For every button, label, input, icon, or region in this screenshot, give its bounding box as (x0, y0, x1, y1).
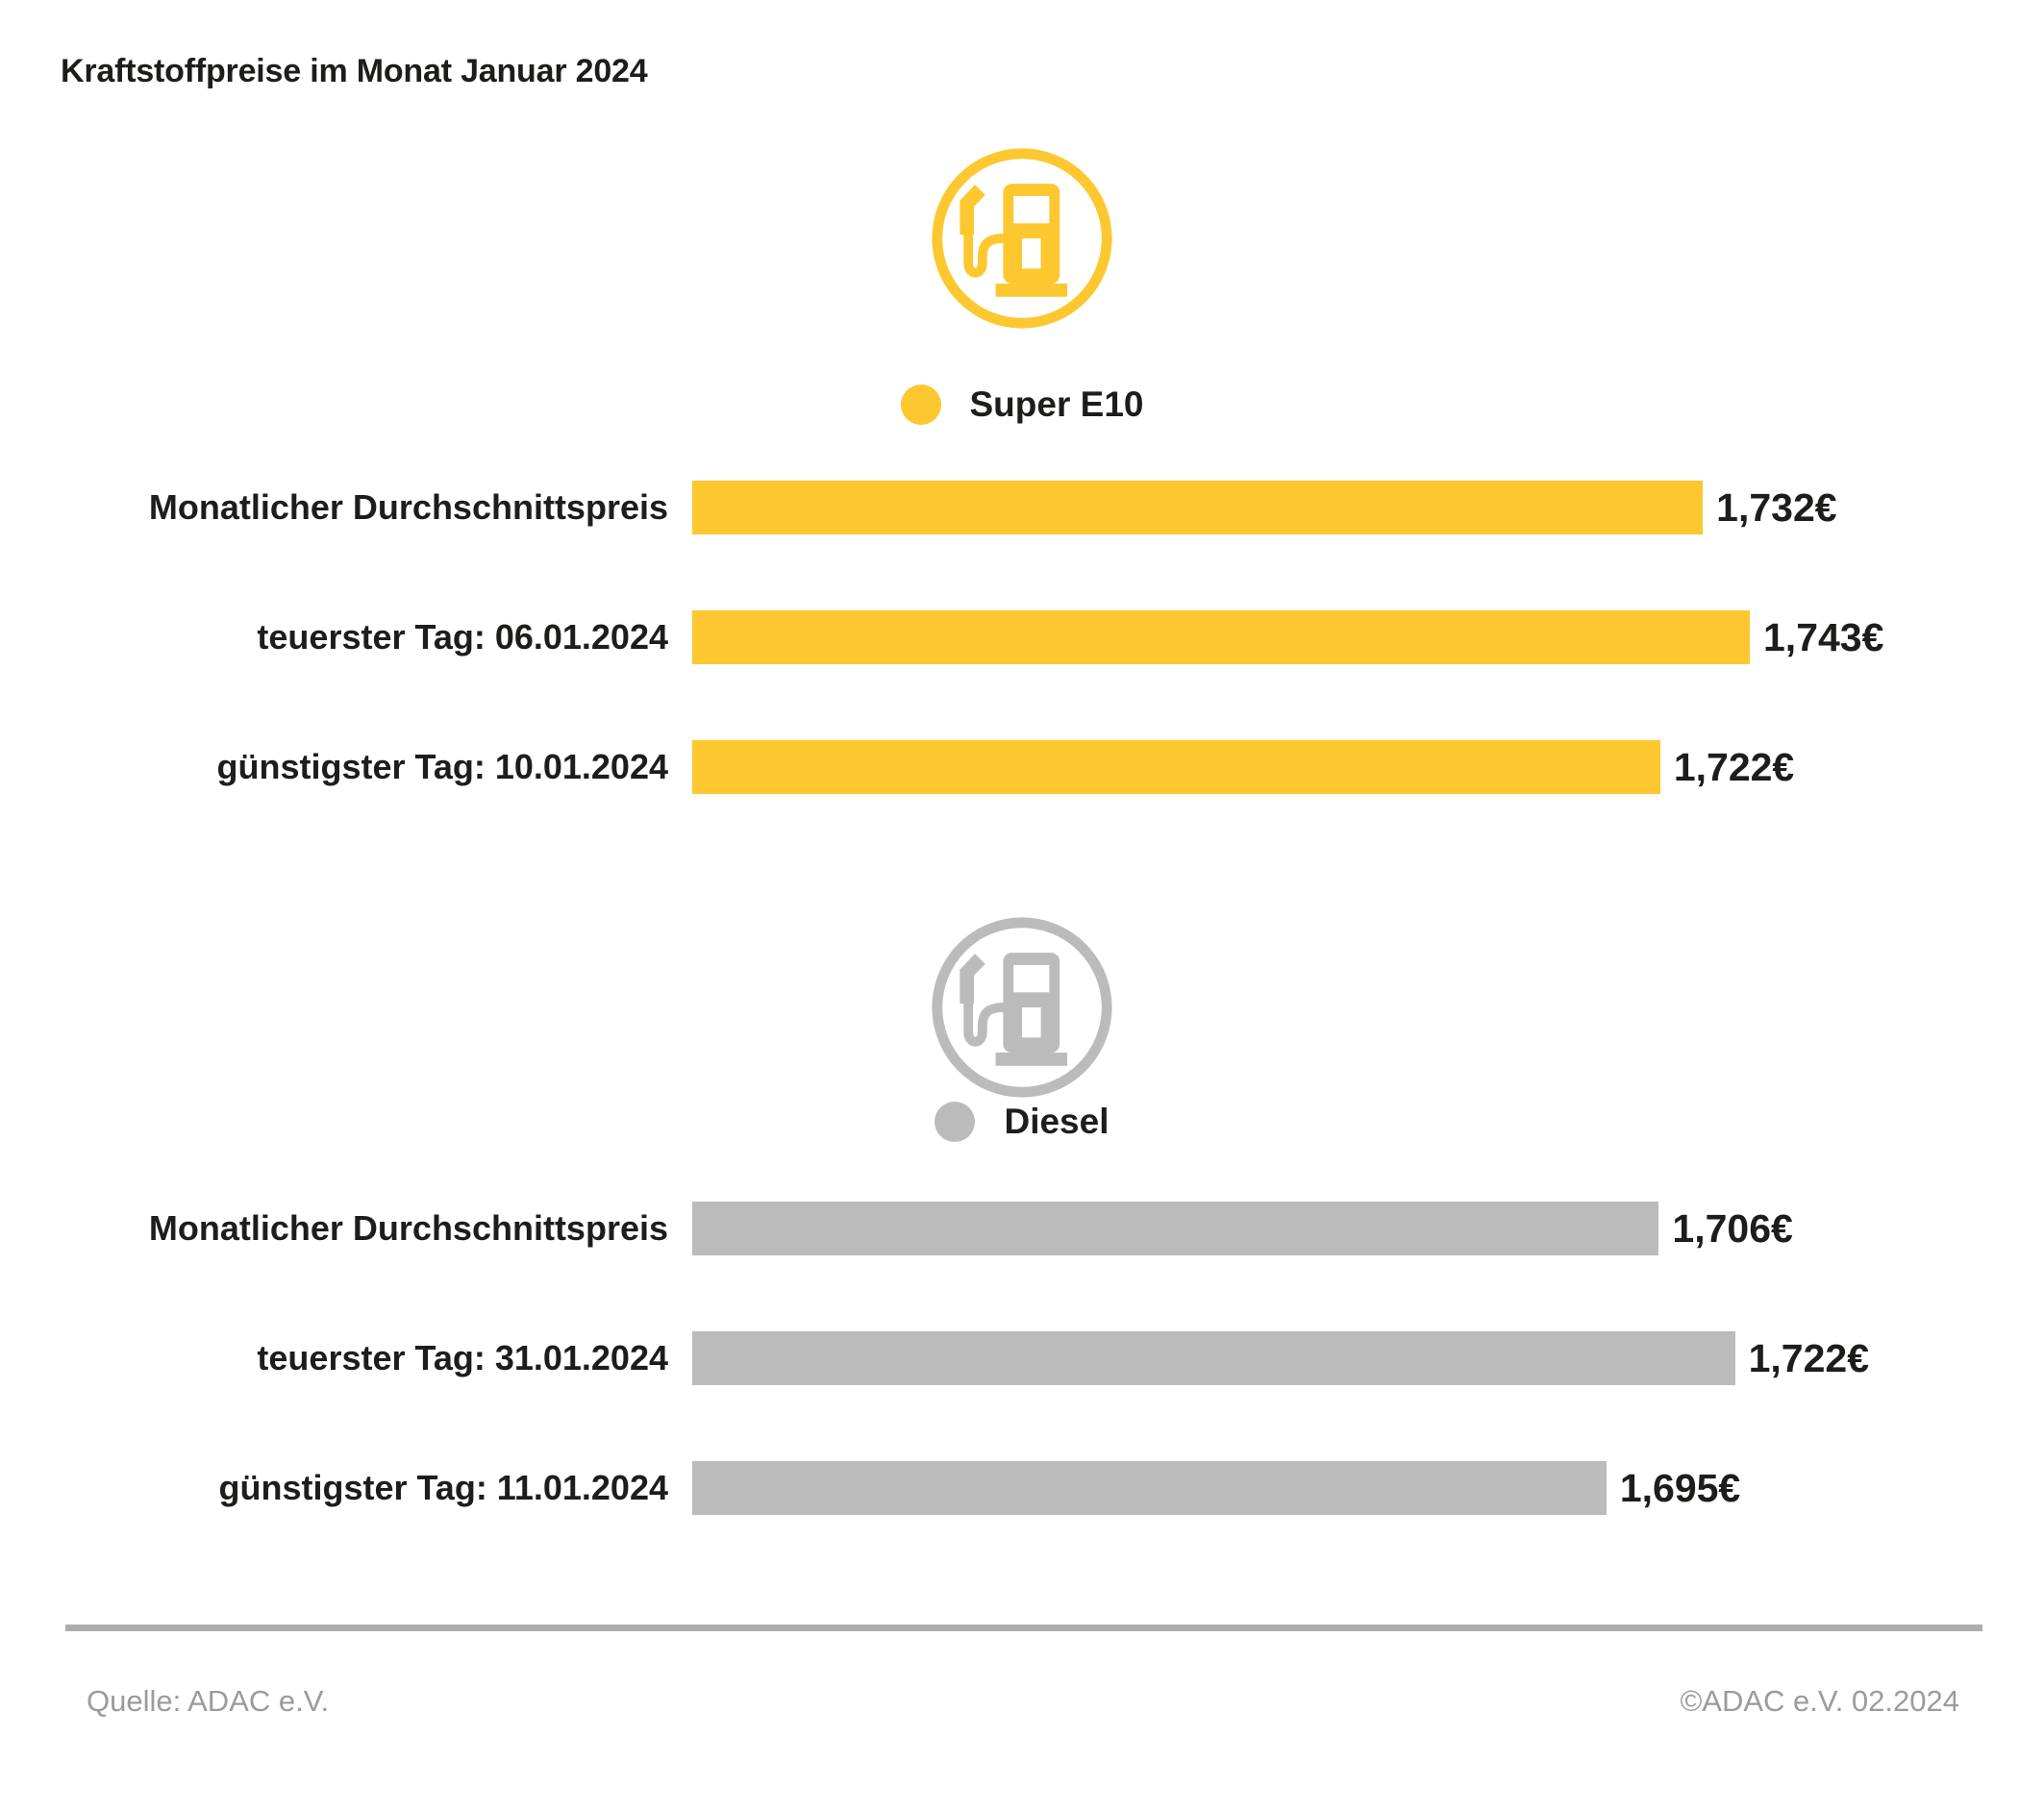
page-title: Kraftstoffpreise im Monat Januar 2024 (61, 53, 648, 89)
price-bar (692, 481, 1704, 534)
bar-row: Monatlicher Durchschnittspreis 1,732€ (61, 481, 1983, 534)
bar-value-label: 1,695€ (1619, 1465, 1741, 1510)
copyright-notice: ©ADAC e.V. 02.2024 (1680, 1684, 1959, 1718)
super-e10-legend-label: Super E10 (969, 385, 1144, 424)
bar-row-label: günstigster Tag: 10.01.2024 (216, 747, 668, 786)
bar-value-label: 1,743€ (1763, 614, 1884, 659)
bar-row: Monatlicher Durchschnittspreis 1,706€ (61, 1202, 1983, 1255)
diesel-legend-dot-icon (935, 1102, 976, 1142)
bar-row: teuerster Tag: 31.01.2024 1,722€ (61, 1331, 1983, 1385)
price-bar (692, 1202, 1659, 1255)
super-e10-icon-container (0, 144, 2044, 333)
bar-row-label: teuerster Tag: 31.01.2024 (257, 1338, 668, 1377)
price-bar (692, 610, 1750, 664)
diesel-icon-container (0, 913, 2044, 1102)
bar-value-label: 1,706€ (1672, 1205, 1793, 1251)
bar-row: günstigster Tag: 11.01.2024 1,695€ (61, 1461, 1983, 1515)
footer: Quelle: ADAC e.V. ©ADAC e.V. 02.2024 (87, 1684, 1959, 1719)
bar-area: 1,722€ (692, 1331, 1869, 1385)
bar-area: 1,706€ (692, 1202, 1793, 1255)
bar-row: teuerster Tag: 06.01.2024 1,743€ (61, 610, 1983, 664)
bar-value-label: 1,722€ (1673, 744, 1795, 789)
bar-area: 1,732€ (692, 481, 1837, 534)
bar-row-label: teuerster Tag: 06.01.2024 (257, 617, 668, 657)
super-e10-bar-group: Monatlicher Durchschnittspreis 1,732€ te… (61, 481, 1983, 870)
bar-row-label: günstigster Tag: 11.01.2024 (218, 1468, 668, 1507)
super-e10-legend-dot-icon (900, 385, 941, 425)
bar-row-label: Monatlicher Durchschnittspreis (148, 1208, 668, 1248)
bar-value-label: 1,732€ (1716, 484, 1837, 530)
bar-area: 1,722€ (692, 740, 1794, 794)
fuel-pump-icon (932, 148, 1112, 329)
price-bar (692, 740, 1660, 794)
price-bar (692, 1331, 1735, 1385)
bar-row-label: Monatlicher Durchschnittspreis (148, 487, 668, 527)
diesel-legend-label: Diesel (1004, 1102, 1109, 1141)
bar-area: 1,695€ (692, 1461, 1750, 1515)
diesel-legend: Diesel (0, 1102, 2044, 1142)
bar-value-label: 1,722€ (1748, 1335, 1869, 1380)
fuel-pump-icon (932, 917, 1112, 1098)
bar-row: günstigster Tag: 10.01.2024 1,722€ (61, 740, 1983, 794)
source-credit: Quelle: ADAC e.V. (87, 1684, 330, 1718)
super-e10-legend: Super E10 (0, 385, 2044, 425)
price-bar (692, 1461, 1607, 1515)
footer-divider (65, 1625, 1982, 1631)
diesel-bar-group: Monatlicher Durchschnittspreis 1,706€ te… (61, 1202, 1983, 1591)
bar-area: 1,743€ (692, 610, 1883, 664)
